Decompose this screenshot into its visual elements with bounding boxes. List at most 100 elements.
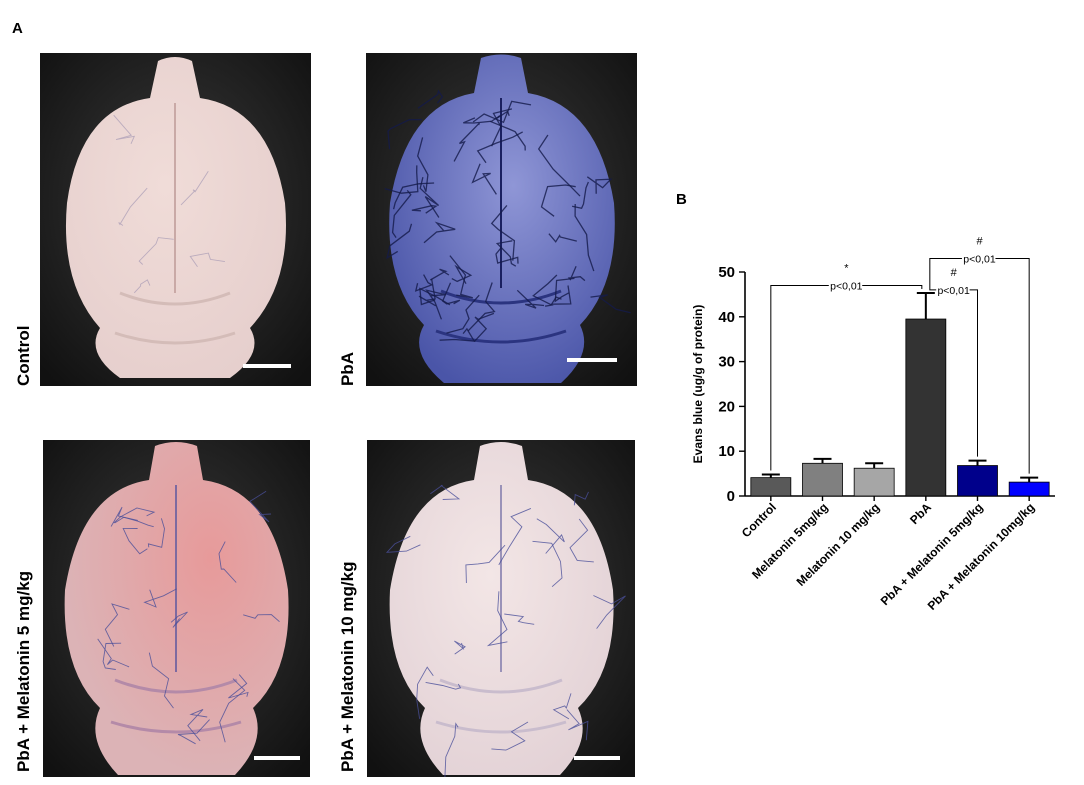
bar-1 bbox=[750, 477, 792, 497]
blood-vessel bbox=[569, 518, 594, 563]
blood-vessel bbox=[463, 115, 501, 124]
brain-image bbox=[367, 440, 635, 777]
blood-vessel bbox=[548, 233, 577, 243]
blood-vessel bbox=[425, 289, 446, 320]
brain-photo-control bbox=[40, 53, 311, 386]
blood-vessel bbox=[495, 247, 519, 264]
blood-vessel bbox=[385, 535, 421, 553]
blood-vessel bbox=[491, 108, 513, 147]
blood-vessel bbox=[532, 274, 558, 307]
blood-vessel bbox=[423, 221, 456, 244]
photo-label-pba-melatonin-10: PbA + Melatonin 10 mg/kg bbox=[338, 561, 357, 773]
x-tick-label: Control bbox=[739, 500, 779, 540]
blood-vessel bbox=[489, 120, 526, 151]
blood-vessel bbox=[574, 203, 595, 272]
blood-vessel bbox=[384, 165, 419, 194]
blood-vessel bbox=[516, 289, 545, 309]
brain-image bbox=[40, 53, 311, 386]
blood-vessel bbox=[550, 285, 572, 305]
blood-vessel bbox=[97, 638, 130, 668]
blood-vessel bbox=[104, 603, 130, 647]
blood-vessel bbox=[425, 681, 462, 690]
blood-vessel bbox=[430, 484, 461, 500]
blood-vessel bbox=[453, 122, 480, 162]
x-tick-label: PbA bbox=[907, 500, 934, 527]
blood-vessel bbox=[490, 204, 516, 261]
scale-bar bbox=[254, 756, 300, 760]
blood-vessel bbox=[573, 491, 589, 506]
panel-a-letter: A bbox=[12, 20, 23, 37]
blood-vessel bbox=[552, 693, 572, 720]
blood-vessel bbox=[387, 118, 422, 150]
blood-vessel bbox=[391, 189, 412, 238]
blood-vessel bbox=[249, 490, 272, 523]
blood-vessel bbox=[446, 294, 480, 334]
blood-vessel bbox=[504, 613, 535, 625]
blood-vessel bbox=[532, 540, 563, 588]
bar-6 bbox=[1008, 481, 1050, 497]
blood-vessel bbox=[536, 518, 565, 554]
bar-5 bbox=[957, 465, 998, 497]
blood-vessel bbox=[567, 266, 586, 282]
blood-vessel bbox=[177, 719, 210, 745]
blood-vessel bbox=[419, 177, 440, 218]
blood-vessel bbox=[590, 294, 631, 314]
blood-vessel bbox=[187, 708, 208, 742]
blood-vessel bbox=[102, 642, 122, 670]
blood-vessel bbox=[416, 666, 434, 719]
bar-3 bbox=[853, 467, 895, 497]
blood-vessel bbox=[414, 274, 434, 292]
y-tick-label: 0 bbox=[727, 488, 735, 505]
blood-vessel bbox=[476, 131, 524, 164]
blood-vessel bbox=[495, 240, 517, 267]
brain-photo-pba-melatonin-5 bbox=[43, 440, 310, 777]
y-tick-label: 30 bbox=[718, 354, 735, 371]
blood-vessel bbox=[498, 507, 532, 566]
blood-vessel bbox=[110, 506, 138, 527]
blood-vessel bbox=[118, 187, 148, 226]
blood-vessel bbox=[180, 170, 209, 206]
significance-symbol: * bbox=[844, 262, 849, 274]
significance-symbol: # bbox=[976, 236, 983, 248]
photo-label-control: Control bbox=[14, 325, 33, 386]
blood-vessel bbox=[122, 527, 148, 555]
blood-vessel bbox=[143, 588, 177, 608]
bar-4 bbox=[905, 318, 947, 497]
photo-label-pba: PbA bbox=[338, 352, 357, 386]
blood-vessel bbox=[133, 279, 151, 294]
blood-vessel bbox=[537, 134, 581, 197]
y-tick-label: 40 bbox=[718, 309, 735, 326]
blood-vessel bbox=[586, 176, 613, 194]
blood-vessel bbox=[465, 544, 506, 584]
blood-vessel bbox=[444, 722, 459, 777]
blood-vessel bbox=[228, 674, 249, 699]
p-value-label: p<0,01 bbox=[937, 285, 970, 297]
blood-vessel bbox=[148, 652, 174, 709]
photo-label-pba-melatonin-5: PbA + Melatonin 5 mg/kg bbox=[14, 570, 33, 772]
brain-image bbox=[366, 53, 637, 386]
brain-image bbox=[43, 440, 310, 777]
blood-vessel bbox=[113, 114, 136, 144]
brain-photo-pba bbox=[366, 53, 637, 386]
blood-vessel bbox=[540, 184, 576, 217]
blood-vessel bbox=[189, 252, 225, 268]
evans-blue-bar-chart: B 0 10 20 30 40 50 Evans blue (ug/g of protein)… bbox=[676, 191, 1055, 613]
significance-bracket bbox=[929, 258, 1030, 474]
blood-vessel bbox=[571, 181, 590, 209]
blood-vessel bbox=[418, 278, 437, 307]
blood-vessel bbox=[473, 312, 495, 343]
blood-vessel bbox=[486, 591, 508, 647]
blood-vessel bbox=[218, 541, 237, 583]
scale-bar bbox=[243, 364, 291, 368]
significance-bracket bbox=[929, 289, 978, 457]
blood-vessel bbox=[593, 595, 626, 629]
blood-vessel bbox=[411, 205, 438, 214]
blood-vessel bbox=[441, 282, 461, 305]
blood-vessel bbox=[491, 721, 529, 751]
x-tick-label: PbA + Melatonin 10mg/kg bbox=[925, 500, 1038, 613]
brain-photo-pba-melatonin-10 bbox=[367, 440, 635, 777]
blood-vessel bbox=[138, 237, 174, 265]
scale-bar bbox=[567, 358, 617, 362]
y-tick-label: 20 bbox=[718, 398, 735, 415]
blood-vessel bbox=[417, 137, 429, 192]
